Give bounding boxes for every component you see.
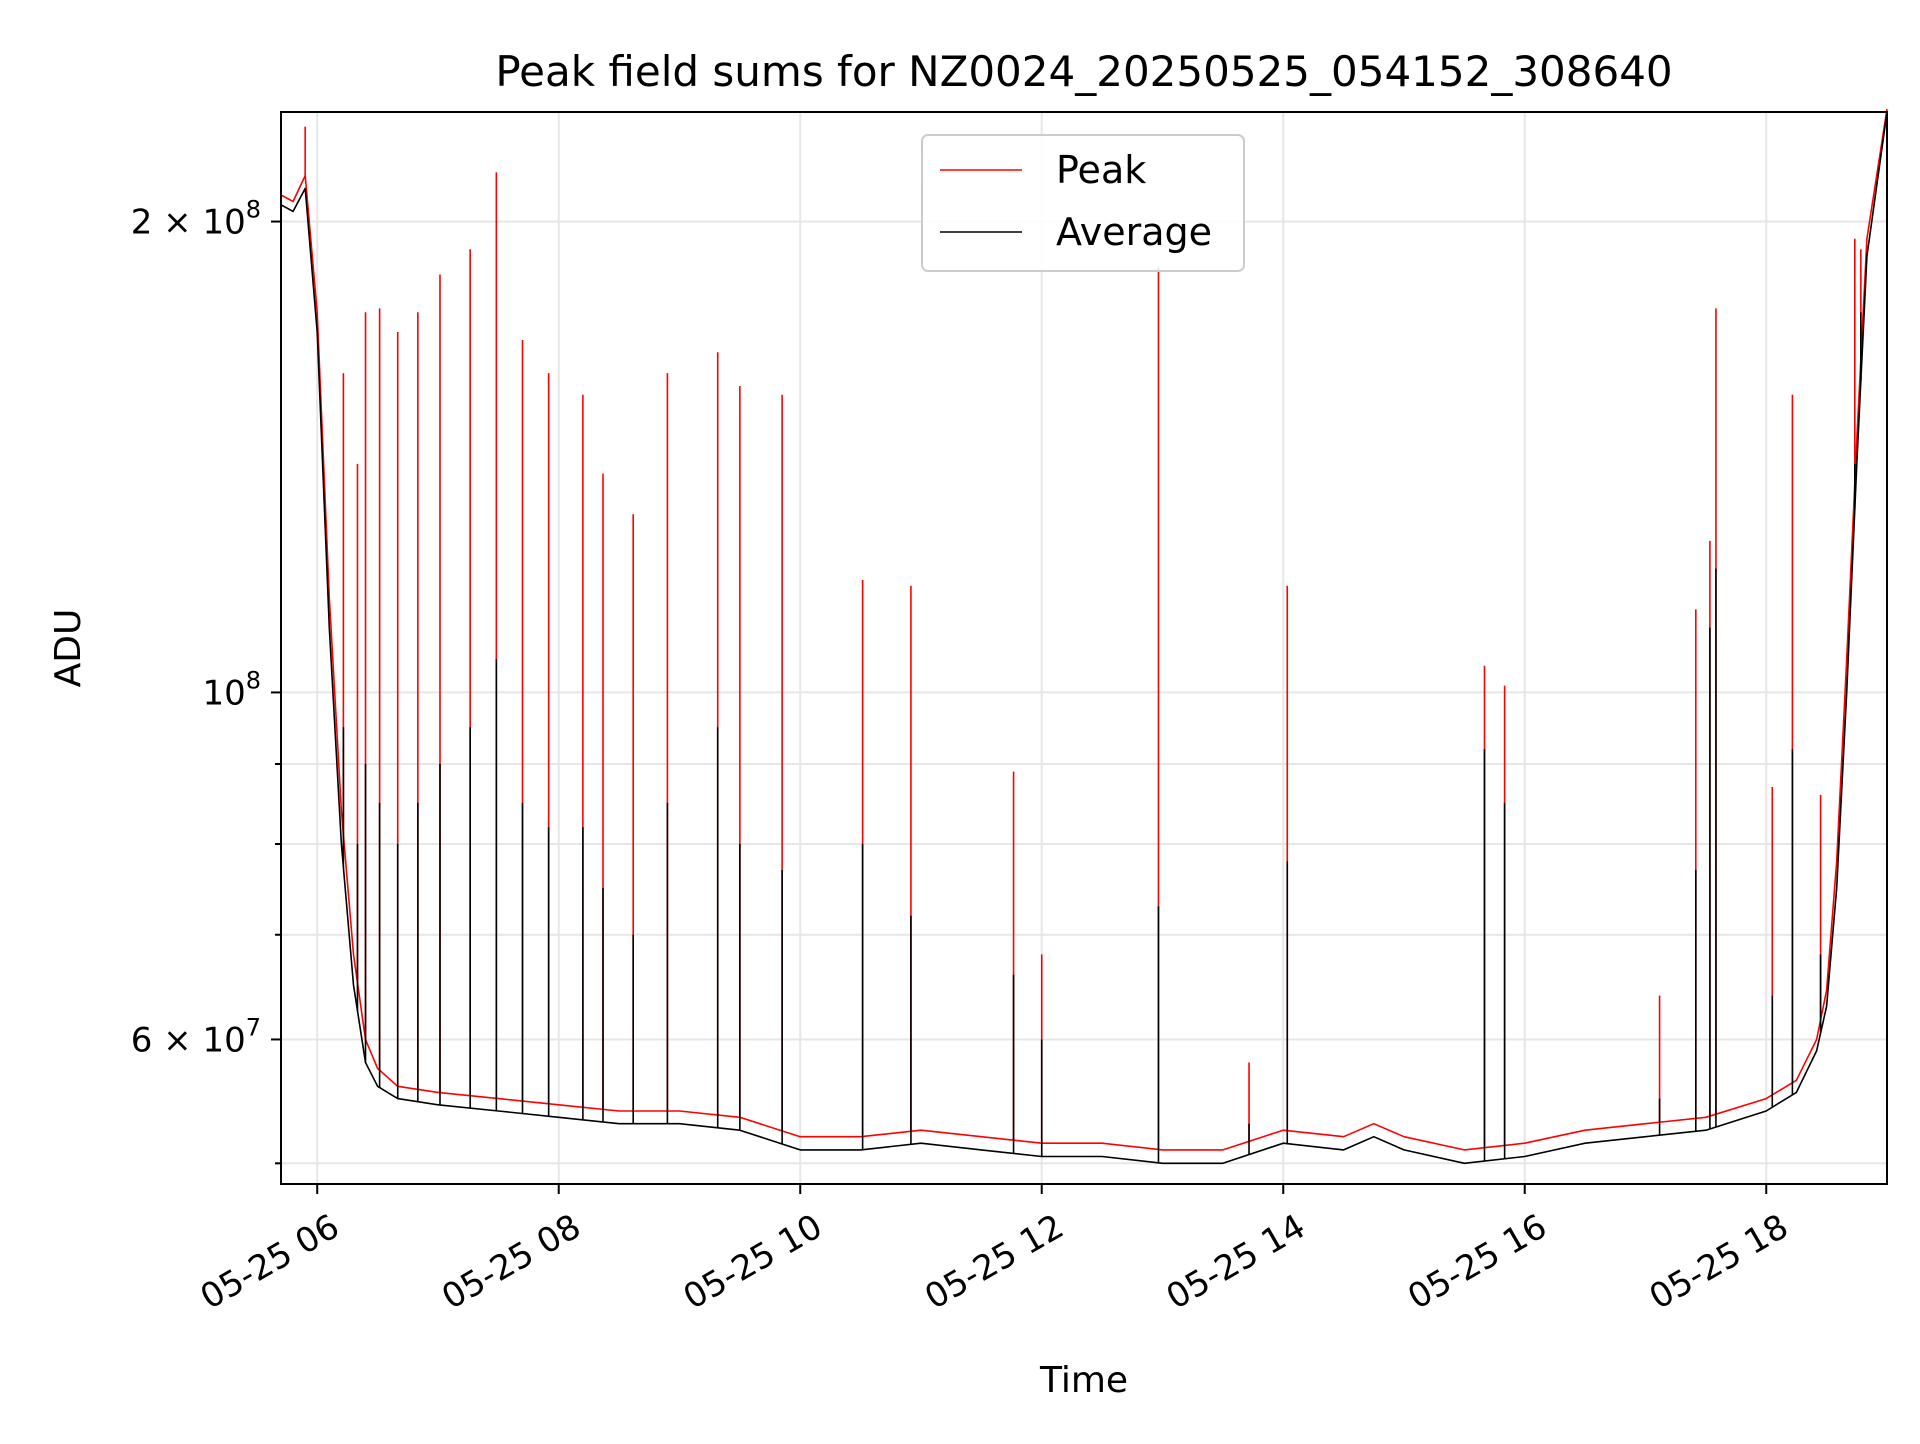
legend-label-average: Average <box>1056 210 1212 254</box>
x-axis-label: Time <box>1039 1360 1128 1401</box>
y-axis-label: ADU <box>48 609 89 688</box>
chart-title: Peak field sums for NZ0024_20250525_0541… <box>495 47 1672 96</box>
series-line-peak <box>280 108 1888 1151</box>
y-tick-label: 2 × 108 <box>131 196 261 243</box>
y-tick-label: 6 × 107 <box>131 1013 261 1060</box>
legend-box <box>921 134 1245 272</box>
legend-label-peak: Peak <box>1056 148 1146 192</box>
legend: Peak Average <box>921 134 1245 272</box>
plot-series <box>280 108 1888 1165</box>
y-tick-label: 108 <box>202 666 261 713</box>
plot-frame <box>280 111 1888 1185</box>
series-line-average <box>280 111 1888 1165</box>
